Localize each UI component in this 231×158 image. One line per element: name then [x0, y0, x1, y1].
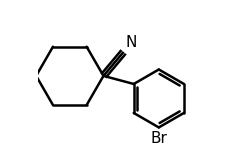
Text: N: N	[125, 35, 136, 50]
Text: Br: Br	[150, 131, 167, 146]
